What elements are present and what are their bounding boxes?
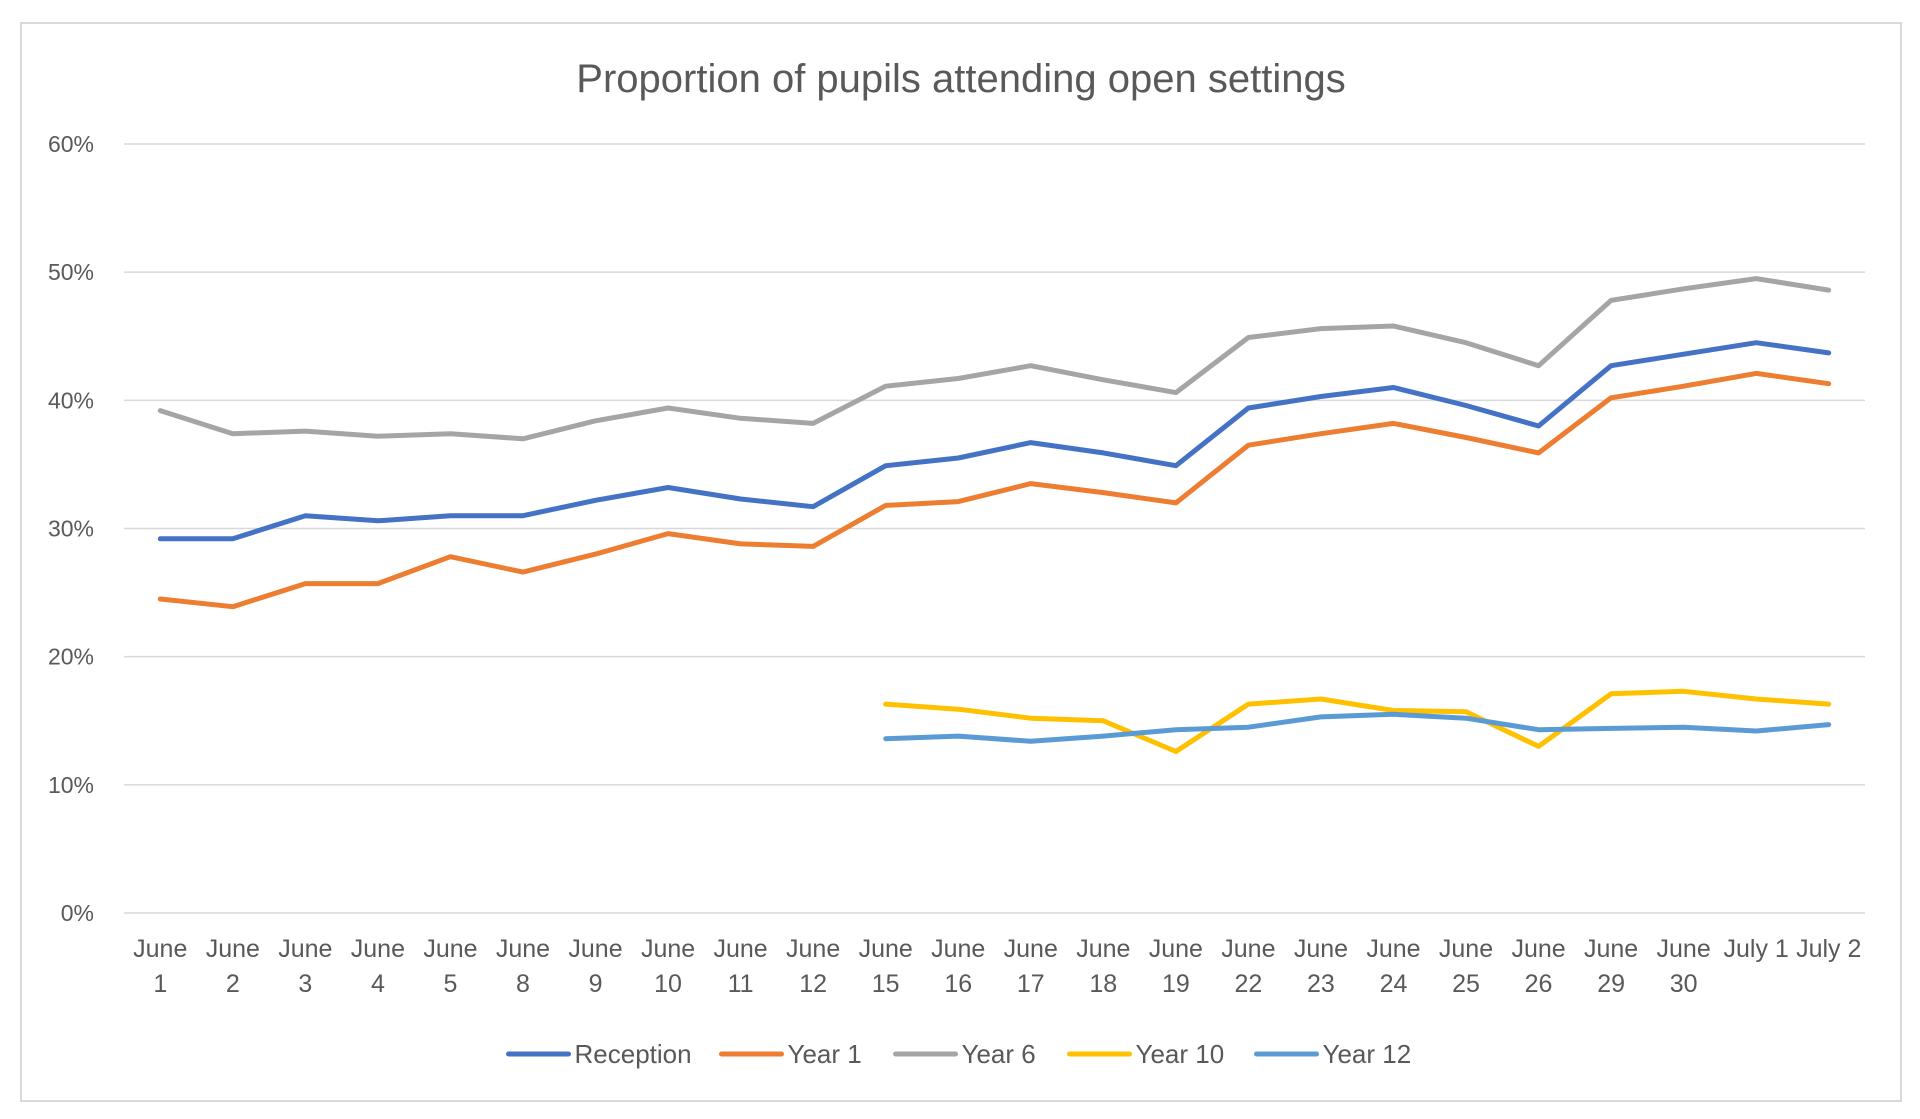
y-tick-label: 10% [48, 772, 94, 798]
y-tick-label: 50% [48, 259, 94, 285]
y-tick-label: 40% [48, 387, 94, 413]
series-year-10 [883, 688, 1832, 754]
x-tick-label: June 15 [859, 935, 913, 998]
series-reception [157, 340, 1832, 542]
series-line [157, 340, 1832, 542]
line-chart: Proportion of pupils attending open sett… [48, 57, 1865, 1069]
x-tick-label: June 5 [423, 935, 477, 998]
x-tick-label: June 12 [786, 935, 840, 998]
x-tick-label: June 29 [1584, 935, 1638, 998]
series-line [883, 711, 1832, 744]
x-tick-label: June 3 [278, 935, 332, 998]
x-tick-label: June 24 [1366, 935, 1420, 998]
x-tick-label: June 11 [713, 935, 767, 998]
x-tick-label: June 4 [351, 935, 405, 998]
gridlines [124, 143, 1865, 914]
legend-item-year-12: Year 12 [1254, 1039, 1412, 1069]
chart-title: Proportion of pupils attending open sett… [576, 57, 1345, 101]
x-tick-label: June 25 [1439, 935, 1493, 998]
x-tick-label: June 17 [1004, 935, 1058, 998]
x-tick-label: June 8 [496, 935, 550, 998]
y-tick-label: 60% [48, 131, 94, 157]
y-tick-label: 30% [48, 516, 94, 542]
x-tick-label: June 23 [1294, 935, 1348, 998]
legend-item-year-6: Year 6 [893, 1039, 1036, 1069]
x-tick-label: June 16 [931, 935, 985, 998]
legend-item-reception: Reception [506, 1039, 692, 1069]
legend-label: Reception [575, 1039, 692, 1069]
y-axis-ticks: 0% 10% 20% 30% 40% 50% 60% [48, 131, 94, 926]
legend-label: Year 1 [788, 1039, 862, 1069]
y-tick-label: 0% [61, 900, 94, 926]
series-year-12 [883, 711, 1832, 744]
legend-item-year-10: Year 10 [1067, 1039, 1225, 1069]
legend-label: Year 10 [1136, 1039, 1225, 1069]
x-tick-label: June 9 [568, 935, 622, 998]
y-tick-label: 20% [48, 644, 94, 670]
legend: Reception Year 1 Year 6 Year 10 Year 12 [506, 1039, 1412, 1069]
series-line [157, 276, 1832, 442]
x-tick-label: June 1 [133, 935, 187, 998]
legend-label: Year 12 [1323, 1039, 1412, 1069]
x-tick-label: June 18 [1076, 935, 1130, 998]
legend-label: Year 6 [962, 1039, 1036, 1069]
series-line [157, 370, 1832, 610]
chart-frame: Proportion of pupils attending open sett… [20, 22, 1902, 1102]
x-tick-label: June 30 [1657, 935, 1711, 998]
series-year-6 [157, 276, 1832, 442]
series-line [883, 688, 1832, 754]
x-tick-label: June 10 [641, 935, 695, 998]
x-axis-ticks: June 1 June 2 June 3 June 4 June 5 June 8 June 9 June 1… [133, 935, 1861, 998]
legend-item-year-1: Year 1 [719, 1039, 862, 1069]
x-tick-label: June 22 [1221, 935, 1275, 998]
x-tick-label: July 2 [1796, 935, 1861, 963]
series-year-1 [157, 370, 1832, 610]
x-tick-label: June 19 [1149, 935, 1203, 998]
x-tick-label: June 2 [206, 935, 260, 998]
series-lines [157, 276, 1832, 754]
x-tick-label: July 1 [1724, 935, 1789, 963]
x-tick-label: June 26 [1511, 935, 1565, 998]
